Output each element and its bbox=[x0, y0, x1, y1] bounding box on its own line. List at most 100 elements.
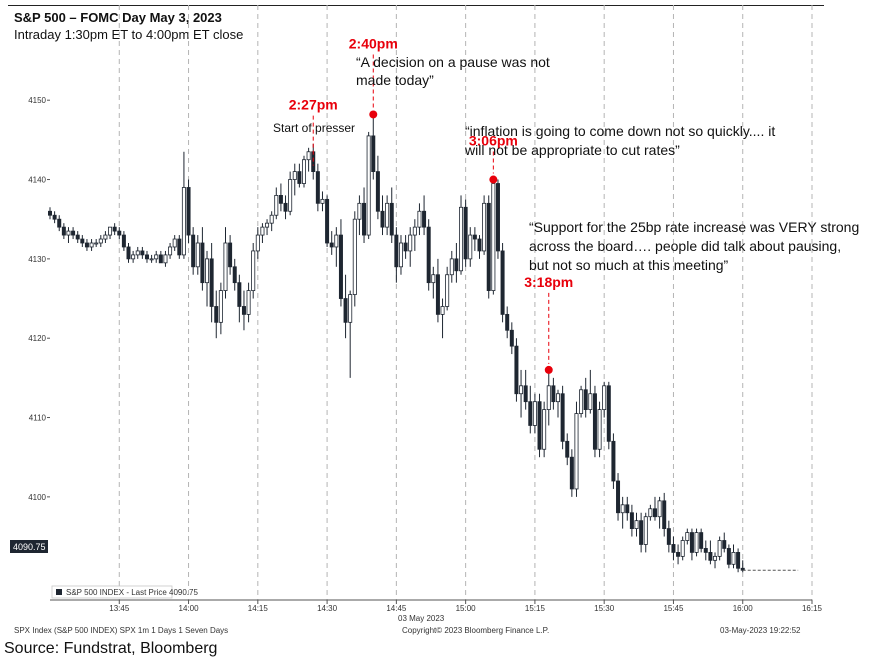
candle-down bbox=[592, 393, 597, 450]
candle-up bbox=[205, 258, 210, 284]
annotation-dot bbox=[544, 365, 553, 374]
candle-down bbox=[722, 540, 727, 549]
candle-down bbox=[639, 520, 644, 545]
x-tick-label: 14:45 bbox=[386, 604, 407, 613]
candle-down bbox=[343, 298, 348, 323]
annotation-dot bbox=[369, 110, 378, 119]
candle-down bbox=[200, 242, 205, 284]
quote-2-line-1: “inflation is going to come down not so … bbox=[465, 123, 775, 139]
quote-3-line-3: but not so much at this meeting” bbox=[529, 257, 729, 273]
grid-layer bbox=[118, 5, 813, 600]
annotation-label: 3:06pm bbox=[469, 133, 518, 149]
candle-up bbox=[620, 504, 625, 514]
candle-up bbox=[163, 254, 168, 264]
candle-up bbox=[251, 250, 256, 292]
candle-up bbox=[643, 516, 648, 545]
candle-down bbox=[652, 508, 657, 518]
candle-up bbox=[246, 290, 251, 315]
candle-down bbox=[676, 552, 681, 557]
candle-down bbox=[57, 218, 62, 228]
candle-layer bbox=[48, 114, 745, 573]
y-tick-label: 4100 bbox=[28, 493, 46, 502]
candle-up bbox=[588, 393, 593, 411]
candle-up bbox=[154, 254, 159, 260]
y-tick-label: 4150 bbox=[28, 96, 46, 105]
legend-box bbox=[51, 585, 173, 599]
candle-down bbox=[52, 214, 57, 220]
candle-down bbox=[278, 194, 283, 204]
candle-down bbox=[666, 528, 671, 545]
candle-up bbox=[417, 210, 422, 228]
candle-down bbox=[708, 552, 713, 561]
candle-down bbox=[486, 202, 491, 291]
candle-up bbox=[468, 234, 473, 260]
candle-down bbox=[283, 202, 288, 212]
annotation-label: 3:18pm bbox=[524, 274, 573, 290]
chart-title: S&P 500 – FOMC Day May 3, 2023 bbox=[14, 10, 222, 25]
candle-up bbox=[352, 218, 357, 295]
candle-up bbox=[556, 393, 561, 403]
candle-up bbox=[334, 234, 339, 248]
candle-down bbox=[472, 234, 477, 240]
y-tick-label: 4120 bbox=[28, 334, 46, 343]
candle-down bbox=[61, 226, 66, 236]
candle-down bbox=[112, 226, 117, 232]
candle-down bbox=[121, 234, 126, 248]
candle-up bbox=[108, 226, 113, 236]
candle-up bbox=[579, 389, 584, 414]
candle-up bbox=[103, 234, 108, 240]
candle-up bbox=[713, 555, 718, 561]
annotation-dot bbox=[489, 175, 498, 184]
candle-up bbox=[255, 234, 260, 252]
date-label: 03 May 2023 bbox=[398, 614, 445, 623]
candle-down bbox=[338, 234, 343, 299]
candle-up bbox=[459, 206, 464, 272]
candle-up bbox=[348, 294, 353, 323]
candle-up bbox=[269, 214, 274, 224]
candle-up bbox=[218, 290, 223, 323]
legend-swatch bbox=[56, 589, 62, 595]
candle-down bbox=[315, 171, 320, 204]
candle-up bbox=[320, 198, 325, 204]
candle-up bbox=[168, 246, 173, 256]
candle-up bbox=[634, 520, 639, 530]
candle-down bbox=[569, 456, 574, 490]
candle-down bbox=[500, 250, 505, 315]
x-tick-label: 14:15 bbox=[248, 604, 269, 613]
candle-up bbox=[440, 306, 445, 315]
x-tick-label: 15:00 bbox=[456, 604, 477, 613]
candle-down bbox=[514, 345, 519, 395]
candle-down bbox=[740, 567, 745, 571]
candle-up bbox=[680, 540, 685, 557]
candle-down bbox=[232, 266, 237, 284]
x-tick-label: 16:15 bbox=[802, 604, 823, 613]
candle-up bbox=[181, 187, 186, 256]
candle-up bbox=[172, 238, 177, 248]
quote-1-line-2: made today” bbox=[356, 72, 434, 88]
candle-up bbox=[694, 532, 699, 553]
x-tick-label: 15:30 bbox=[594, 604, 615, 613]
presser-label: Start of presser bbox=[273, 121, 355, 135]
candle-up bbox=[135, 250, 140, 256]
legend-label: S&P 500 INDEX - Last Price 4090.75 bbox=[66, 588, 198, 597]
candle-down bbox=[422, 210, 427, 228]
candle-down bbox=[435, 274, 440, 315]
candle-down bbox=[389, 202, 394, 236]
candle-down bbox=[477, 238, 482, 252]
candle-down bbox=[75, 234, 80, 240]
candle-down bbox=[186, 187, 191, 236]
candle-down bbox=[629, 512, 634, 530]
annotation-label: 2:27pm bbox=[289, 97, 338, 113]
candle-up bbox=[431, 274, 436, 284]
candle-down bbox=[329, 242, 334, 248]
candle-down bbox=[523, 385, 528, 403]
x-tick-label: 15:45 bbox=[663, 604, 684, 613]
candle-down bbox=[117, 230, 122, 236]
annotation-layer: 2:27pm 2:40pm 3:06pm 3:18pm bbox=[289, 35, 573, 374]
candle-up bbox=[398, 242, 403, 268]
y-tick-label: 4110 bbox=[29, 414, 47, 423]
candle-down bbox=[375, 171, 380, 212]
candle-down bbox=[662, 500, 667, 530]
candle-down bbox=[495, 183, 500, 252]
